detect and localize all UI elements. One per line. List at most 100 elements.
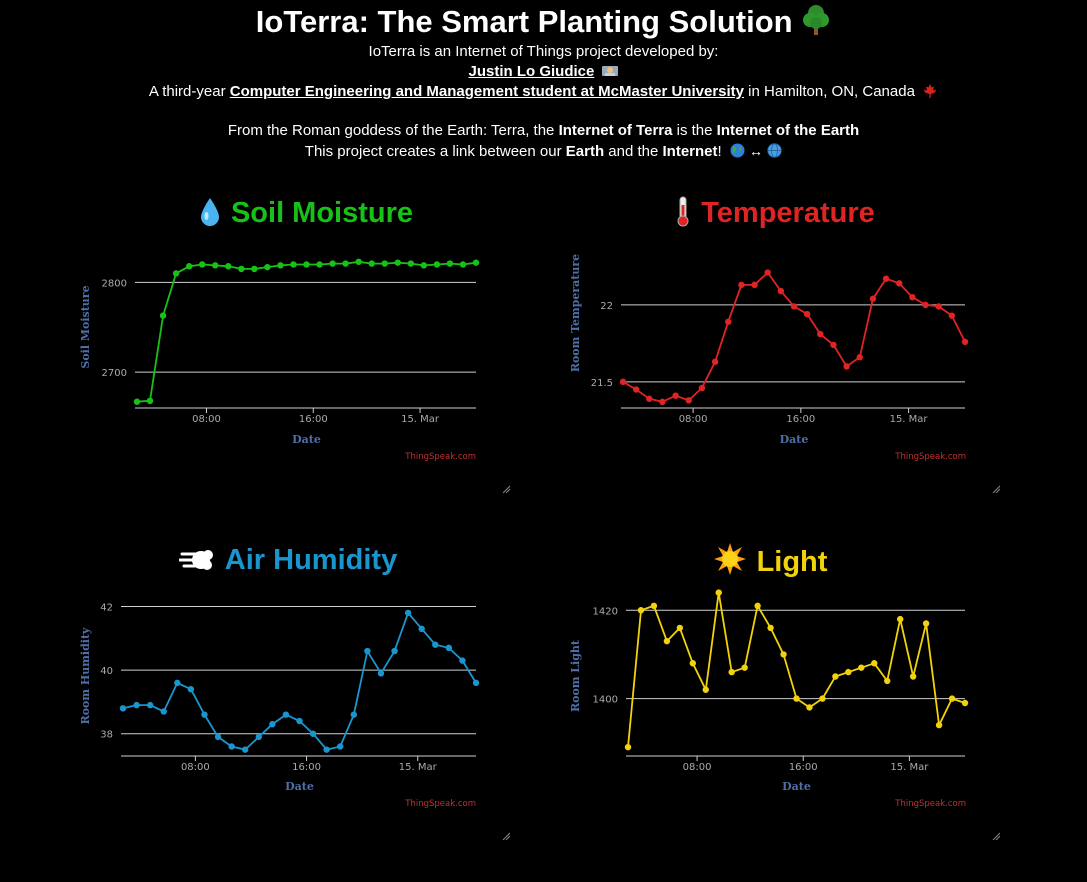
data-point[interactable]: [420, 262, 428, 269]
data-point[interactable]: [174, 679, 181, 687]
data-point[interactable]: [251, 265, 258, 273]
data-point[interactable]: [858, 664, 865, 671]
data-point[interactable]: [650, 602, 658, 610]
data-point[interactable]: [433, 261, 441, 268]
data-point[interactable]: [228, 743, 235, 750]
data-point[interactable]: [472, 259, 480, 266]
data-point[interactable]: [146, 701, 154, 709]
data-point[interactable]: [432, 641, 439, 648]
data-point[interactable]: [764, 269, 771, 276]
data-point[interactable]: [882, 275, 890, 282]
data-point[interactable]: [817, 330, 824, 338]
data-point[interactable]: [350, 711, 358, 718]
data-point[interactable]: [133, 701, 140, 709]
data-point[interactable]: [241, 746, 249, 753]
data-point[interactable]: [884, 677, 891, 685]
data-point[interactable]: [777, 287, 785, 295]
data-point[interactable]: [381, 260, 388, 267]
data-point[interactable]: [803, 310, 811, 318]
data-point[interactable]: [702, 686, 709, 693]
data-point[interactable]: [935, 303, 942, 310]
data-point[interactable]: [790, 303, 798, 310]
data-point[interactable]: [689, 660, 697, 667]
data-point[interactable]: [715, 589, 722, 596]
thingspeak-credit-link[interactable]: ThingSpeak.com: [404, 452, 476, 462]
data-point[interactable]: [303, 261, 310, 268]
data-point[interactable]: [404, 609, 412, 617]
data-point[interactable]: [459, 261, 467, 268]
data-point[interactable]: [659, 398, 666, 406]
data-point[interactable]: [201, 711, 208, 718]
data-point[interactable]: [624, 743, 632, 751]
data-point[interactable]: [238, 265, 245, 273]
data-point[interactable]: [738, 281, 745, 289]
data-point[interactable]: [323, 746, 330, 753]
data-point[interactable]: [767, 624, 774, 632]
data-point[interactable]: [751, 281, 758, 289]
data-point[interactable]: [269, 721, 276, 728]
data-point[interactable]: [264, 263, 271, 271]
data-point[interactable]: [922, 620, 930, 627]
data-point[interactable]: [948, 312, 956, 319]
data-point[interactable]: [663, 637, 671, 645]
data-point[interactable]: [391, 647, 398, 655]
data-point[interactable]: [845, 668, 852, 676]
thingspeak-credit-link[interactable]: ThingSpeak.com: [894, 452, 966, 462]
data-point[interactable]: [459, 657, 466, 664]
data-point[interactable]: [368, 260, 375, 267]
data-point[interactable]: [185, 263, 193, 270]
resize-handle[interactable]: [992, 485, 1000, 493]
data-point[interactable]: [377, 670, 385, 677]
data-point[interactable]: [394, 259, 401, 266]
data-point[interactable]: [329, 260, 336, 267]
data-point[interactable]: [780, 651, 787, 658]
author-link[interactable]: Justin Lo Giudice: [468, 63, 595, 80]
data-point[interactable]: [119, 705, 127, 712]
data-point[interactable]: [676, 624, 684, 632]
data-point[interactable]: [646, 395, 653, 402]
data-point[interactable]: [198, 261, 206, 268]
data-point[interactable]: [133, 398, 141, 405]
data-point[interactable]: [896, 615, 904, 623]
data-point[interactable]: [935, 721, 943, 729]
data-point[interactable]: [337, 743, 344, 750]
data-point[interactable]: [754, 602, 761, 610]
data-point[interactable]: [290, 261, 297, 268]
data-point[interactable]: [296, 717, 303, 725]
data-point[interactable]: [728, 668, 735, 676]
data-point[interactable]: [172, 270, 180, 277]
data-point[interactable]: [255, 733, 262, 741]
data-point[interactable]: [214, 733, 222, 741]
data-point[interactable]: [632, 386, 640, 393]
data-point[interactable]: [685, 397, 692, 404]
data-point[interactable]: [909, 673, 917, 680]
thingspeak-credit-link[interactable]: ThingSpeak.com: [404, 799, 476, 809]
thingspeak-credit-link[interactable]: ThingSpeak.com: [894, 799, 966, 809]
data-point[interactable]: [711, 358, 719, 366]
data-point[interactable]: [725, 318, 732, 326]
data-point[interactable]: [160, 708, 167, 715]
data-point[interactable]: [282, 711, 290, 718]
data-point[interactable]: [355, 258, 362, 265]
data-point[interactable]: [843, 363, 850, 370]
data-point[interactable]: [698, 384, 706, 392]
data-point[interactable]: [637, 607, 645, 614]
data-point[interactable]: [146, 397, 154, 405]
data-point[interactable]: [819, 695, 826, 702]
data-point[interactable]: [961, 699, 969, 707]
resize-handle[interactable]: [502, 485, 510, 493]
program-link[interactable]: Computer Engineering and Management stud…: [229, 83, 745, 100]
resize-handle[interactable]: [502, 832, 510, 840]
data-point[interactable]: [922, 301, 929, 309]
data-point[interactable]: [856, 354, 863, 361]
data-point[interactable]: [909, 293, 916, 301]
data-point[interactable]: [806, 704, 813, 711]
data-point[interactable]: [948, 695, 956, 702]
data-point[interactable]: [869, 295, 877, 302]
data-point[interactable]: [832, 673, 839, 680]
data-point[interactable]: [159, 312, 167, 319]
data-point[interactable]: [961, 338, 969, 346]
data-point[interactable]: [309, 730, 317, 737]
data-point[interactable]: [472, 679, 480, 687]
data-point[interactable]: [187, 686, 195, 693]
